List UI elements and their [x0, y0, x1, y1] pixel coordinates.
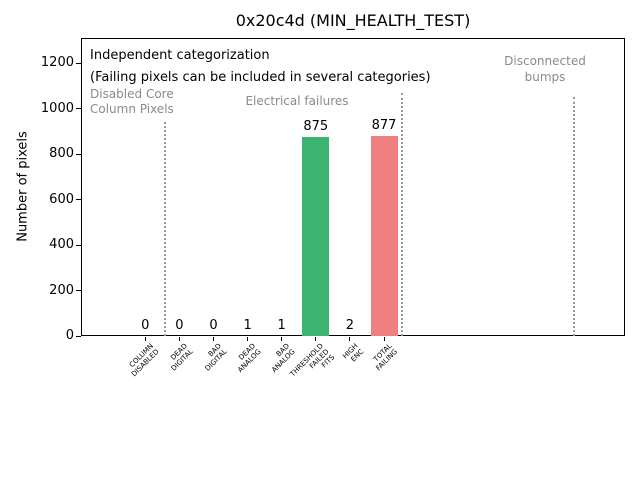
y-tick-label: 600 [49, 191, 74, 207]
plot-area [81, 38, 625, 336]
chart-title: 0x20c4d (MIN_HEALTH_TEST) [235, 11, 471, 30]
x-tick-label: COLUMN DISABLED [127, 342, 161, 379]
y-tick-label: 400 [49, 237, 74, 252]
x-tick-mark [349, 337, 351, 341]
value-label: 0 [209, 318, 218, 333]
section-divider-1 [164, 122, 166, 336]
y-tick-mark [76, 199, 81, 200]
value-label: 0 [175, 318, 184, 333]
bar [302, 136, 330, 336]
x-tick-mark [178, 337, 180, 341]
y-tick-label: 200 [49, 282, 74, 298]
x-tick-mark [383, 337, 385, 341]
x-tick-mark [213, 337, 214, 341]
x-tick-label: DEAD DIGITAL [169, 342, 195, 373]
value-label: 1 [277, 317, 286, 333]
annotation-heading: Independent categorization [90, 48, 270, 63]
y-tick-label: 0 [65, 328, 74, 343]
x-tick-label: TOTAL FAILING [372, 342, 400, 373]
value-label: 2 [345, 317, 355, 333]
y-tick-label: 1000 [40, 100, 74, 116]
y-tick-mark [76, 108, 81, 109]
section-divider-2 [401, 93, 403, 336]
y-tick-label: 1200 [40, 55, 74, 70]
section-divider-3 [573, 97, 575, 336]
section-label-electrical-failures: Electrical failures [245, 94, 349, 108]
x-tick-mark [247, 337, 249, 341]
y-axis-label: Number of pixels [15, 131, 31, 242]
x-tick-label: THRESHOLD FAILED FITS [289, 342, 337, 379]
x-tick-mark [144, 337, 146, 341]
value-label: 0 [141, 318, 150, 333]
value-label: 875 [303, 118, 329, 134]
annotation-subheading: (Failing pixels can be included in sever… [90, 70, 431, 85]
y-tick-mark [76, 244, 81, 246]
section-label-disconnected-bumps: Disconnected bumps [504, 54, 586, 84]
value-label: 1 [243, 317, 252, 333]
section-label-disabled-core-column-pixels: Disabled Core Column Pixels [90, 87, 174, 116]
y-tick-mark [76, 290, 81, 291]
x-tick-label: BAD DIGITAL [203, 342, 229, 373]
y-tick-mark [76, 335, 81, 337]
x-tick-mark [315, 337, 317, 341]
x-tick-label: DEAD ANALOG [236, 342, 263, 375]
y-tick-label: 800 [49, 146, 74, 161]
y-tick-mark [76, 153, 81, 155]
x-tick-label: HIGH ENC [341, 342, 366, 364]
y-tick-mark [76, 62, 81, 64]
value-label: 877 [371, 118, 397, 134]
x-tick-mark [281, 337, 283, 341]
bar [370, 136, 398, 336]
